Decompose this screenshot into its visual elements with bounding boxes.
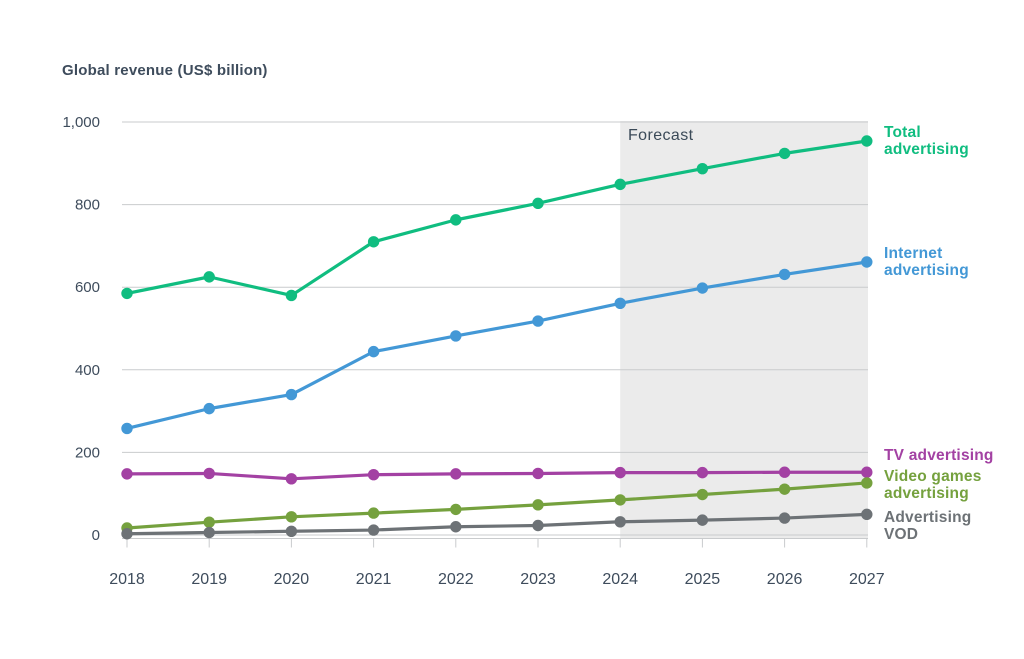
x-tick-label: 2026 (767, 571, 803, 588)
y-tick-label: 400 (75, 362, 100, 379)
data-point-advertising-vod-2020 (285, 525, 298, 537)
series-line-internet-advertising (125, 260, 869, 431)
data-point-total-advertising-2024 (614, 178, 626, 191)
x-tick-label: 2019 (191, 571, 227, 588)
data-point-total-advertising-2023 (532, 197, 544, 210)
data-point-advertising-vod-2018 (121, 528, 133, 540)
x-tick-label: 2022 (438, 571, 474, 588)
y-tick-label: 200 (75, 444, 100, 461)
y-tick-label: 600 (75, 279, 100, 296)
x-tick-label: 2024 (602, 571, 638, 588)
data-point-advertising-vod-2026 (778, 512, 791, 524)
data-point-tv-advertising-2027 (861, 466, 873, 478)
data-point-internet-advertising-2024 (614, 297, 626, 310)
data-point-video-games-advertising-2019 (203, 516, 215, 528)
data-point-video-games-advertising-2025 (696, 488, 709, 501)
data-point-advertising-vod-2024 (614, 516, 626, 528)
data-point-internet-advertising-2027 (861, 256, 873, 268)
x-tick-label: 2018 (109, 571, 145, 588)
series-line-tv-advertising (125, 470, 869, 481)
data-point-advertising-vod-2023 (532, 519, 544, 532)
data-point-advertising-vod-2027 (861, 508, 873, 521)
data-point-tv-advertising-2020 (285, 473, 298, 485)
data-point-internet-advertising-2019 (203, 402, 215, 415)
data-point-video-games-advertising-2024 (614, 494, 626, 506)
y-tick-label: 800 (75, 197, 100, 214)
data-point-internet-advertising-2023 (532, 315, 544, 327)
data-point-video-games-advertising-2026 (778, 483, 791, 495)
data-point-advertising-vod-2021 (367, 524, 380, 536)
data-point-internet-advertising-2020 (285, 388, 298, 401)
x-tick-label: 2020 (274, 571, 310, 588)
data-point-tv-advertising-2026 (778, 466, 791, 478)
data-point-video-games-advertising-2022 (450, 503, 462, 516)
x-tick-label: 2027 (849, 571, 885, 588)
data-point-advertising-vod-2022 (450, 521, 462, 533)
data-point-advertising-vod-2019 (203, 526, 215, 539)
forecast-label: Forecast (628, 127, 694, 144)
data-point-video-games-advertising-2027 (861, 477, 873, 489)
x-tick-label: 2023 (520, 571, 556, 588)
data-point-advertising-vod-2025 (696, 514, 709, 526)
y-tick-label: 1,000 (62, 114, 100, 131)
data-point-tv-advertising-2025 (696, 466, 709, 479)
data-point-tv-advertising-2024 (614, 466, 626, 479)
chart-title: Global revenue (US$ billion) (62, 62, 268, 79)
data-point-total-advertising-2026 (778, 147, 791, 160)
data-point-tv-advertising-2019 (203, 467, 215, 480)
y-tick-label: 0 (92, 527, 100, 544)
data-point-total-advertising-2021 (367, 236, 380, 248)
data-point-tv-advertising-2022 (450, 468, 462, 480)
data-point-tv-advertising-2023 (532, 467, 544, 480)
data-point-tv-advertising-2018 (121, 468, 133, 480)
data-point-video-games-advertising-2023 (532, 499, 544, 511)
series-line-video-games-advertising (125, 481, 869, 530)
data-point-internet-advertising-2018 (121, 422, 133, 435)
data-point-total-advertising-2019 (203, 271, 215, 283)
series-line-advertising-vod (125, 512, 869, 536)
data-point-internet-advertising-2026 (778, 268, 791, 281)
forecast-band (620, 121, 868, 539)
data-point-total-advertising-2022 (450, 214, 462, 226)
data-point-tv-advertising-2021 (367, 469, 380, 481)
data-point-internet-advertising-2021 (367, 345, 380, 358)
x-tick-label: 2021 (356, 571, 392, 588)
data-point-video-games-advertising-2021 (367, 507, 380, 519)
data-point-internet-advertising-2022 (450, 330, 462, 342)
data-point-total-advertising-2025 (696, 162, 709, 175)
data-point-total-advertising-2027 (861, 135, 873, 147)
x-tick-label: 2025 (685, 571, 721, 588)
data-point-total-advertising-2020 (285, 289, 298, 302)
data-point-total-advertising-2018 (121, 287, 133, 300)
series-line-total-advertising (125, 139, 869, 298)
data-point-video-games-advertising-2020 (285, 511, 298, 523)
data-point-internet-advertising-2025 (696, 282, 709, 294)
